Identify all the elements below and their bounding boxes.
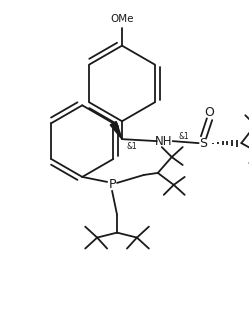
Text: NH: NH <box>155 135 172 148</box>
Polygon shape <box>110 122 122 139</box>
Text: O: O <box>204 106 214 119</box>
Text: &1: &1 <box>127 142 138 151</box>
Text: OMe: OMe <box>110 14 134 24</box>
Text: S: S <box>200 137 207 150</box>
Text: &1: &1 <box>179 132 190 141</box>
Text: P: P <box>108 178 116 191</box>
